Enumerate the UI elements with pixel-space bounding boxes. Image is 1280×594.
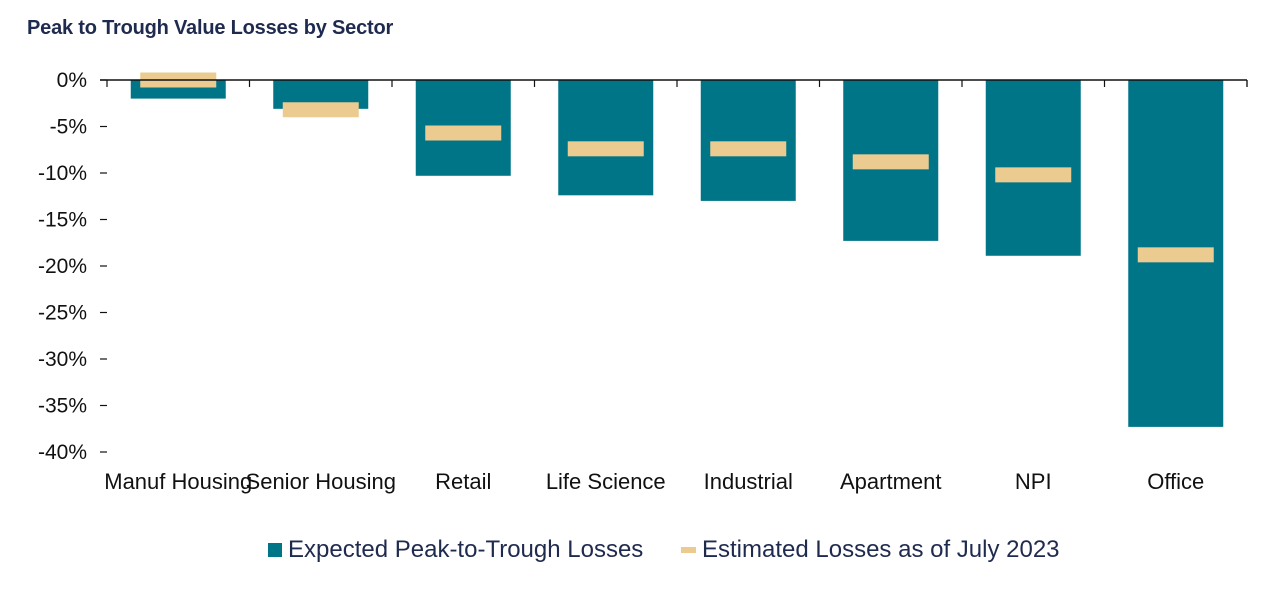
- x-tick-label: Life Science: [546, 469, 666, 494]
- legend: Expected Peak-to-Trough Losses Estimated…: [0, 536, 1280, 568]
- y-tick-label: -25%: [38, 302, 87, 325]
- bar: [700, 80, 796, 201]
- marker: [710, 141, 787, 157]
- y-tick-label: -20%: [38, 255, 87, 278]
- y-tick-label: 0%: [57, 69, 87, 92]
- marker: [282, 102, 359, 118]
- chart-title: Peak to Trough Value Losses by Sector: [27, 17, 394, 39]
- y-tick-label: -10%: [38, 162, 87, 185]
- markers: [140, 72, 1214, 263]
- x-tick-label: Apartment: [840, 469, 942, 494]
- x-tick-label: Office: [1147, 469, 1204, 494]
- bar: [558, 80, 654, 196]
- y-tick-label: -15%: [38, 209, 87, 232]
- legend-label-estimated: Estimated Losses as of July 2023: [702, 536, 1060, 563]
- y-tick-label: -40%: [38, 441, 87, 464]
- marker: [425, 125, 502, 141]
- legend-swatch-bar: [268, 543, 282, 557]
- marker: [852, 154, 929, 170]
- y-tick-label: -30%: [38, 348, 87, 371]
- chart-plot: 0% -5% -10% -15% -20% -25% -30% -35% -40% Manuf …: [38, 69, 1248, 494]
- x-tick-label: NPI: [1015, 469, 1052, 494]
- marker: [995, 167, 1072, 183]
- x-tick-label: Industrial: [704, 469, 793, 494]
- x-tick-label: Senior Housing: [246, 469, 396, 494]
- marker: [1137, 247, 1214, 263]
- y-axis-ticks: 0% -5% -10% -15% -20% -25% -30% -35% -40%: [38, 69, 107, 464]
- x-tick-label: Retail: [435, 469, 491, 494]
- bars: [130, 80, 1224, 427]
- legend-swatch-marker: [681, 547, 696, 553]
- legend-label-expected: Expected Peak-to-Trough Losses: [288, 536, 644, 563]
- y-tick-label: -5%: [50, 116, 87, 139]
- legend-item-expected: Expected Peak-to-Trough Losses: [268, 536, 643, 564]
- marker: [567, 141, 644, 157]
- legend-item-estimated: Estimated Losses as of July 2023: [681, 536, 1060, 564]
- x-tick-label: Manuf Housing: [104, 469, 252, 494]
- y-tick-label: -35%: [38, 395, 87, 418]
